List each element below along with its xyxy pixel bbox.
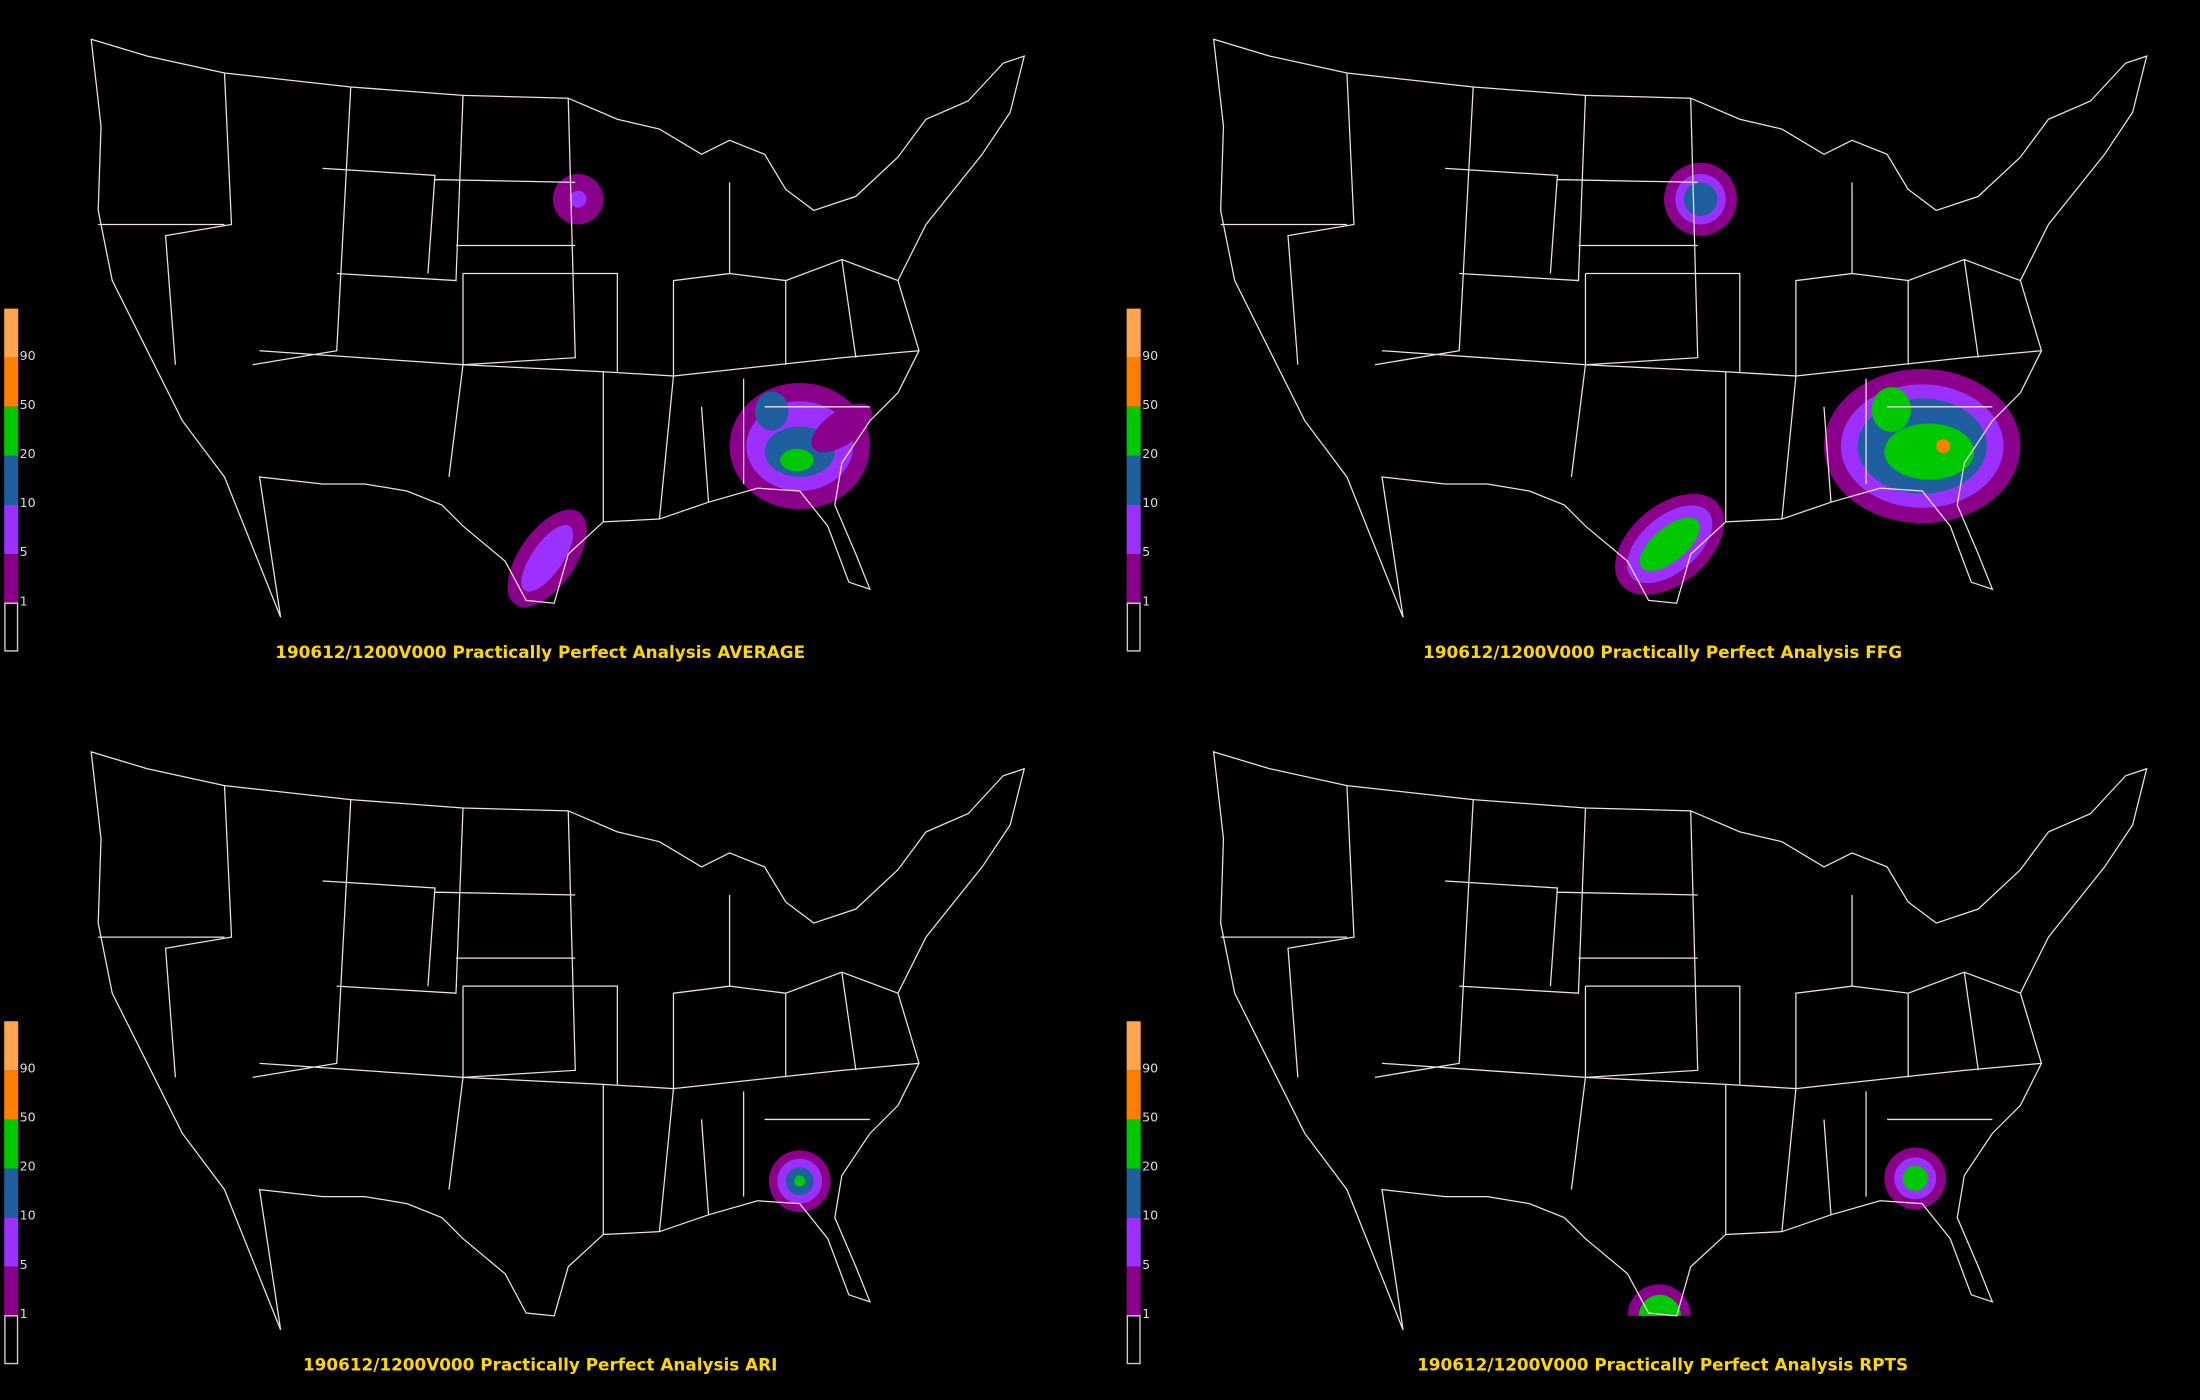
colorbar-label: 10 bbox=[20, 495, 36, 510]
colorbar-label: 5 bbox=[20, 1257, 28, 1272]
panel: 90 50 20 10 5 1 190612/1200V000 Practically Pe… bbox=[1125, 38, 2148, 662]
basemap bbox=[90, 751, 1025, 1331]
colorbar-label: 50 bbox=[20, 1110, 36, 1125]
colorbar-label: 1 bbox=[20, 1306, 28, 1321]
colorbar-label: 90 bbox=[20, 348, 36, 363]
field bbox=[507, 173, 873, 608]
colorbar-label: 20 bbox=[1142, 1159, 1158, 1174]
colorbar bbox=[3, 307, 19, 652]
colorbar-label: 50 bbox=[1142, 1110, 1158, 1125]
colorbar-label: 20 bbox=[20, 446, 36, 461]
colorbar-label: 90 bbox=[20, 1060, 36, 1075]
colorbar-label: 10 bbox=[20, 1208, 36, 1223]
colorbar-label: 20 bbox=[20, 1159, 36, 1174]
panel-title: 190612/1200V000 Practically Perfect Anal… bbox=[1423, 642, 1902, 662]
panel-title: 190612/1200V000 Practically Perfect Anal… bbox=[303, 1355, 777, 1375]
colorbar bbox=[1125, 307, 1142, 652]
field bbox=[768, 1150, 831, 1213]
panel: 90 50 20 10 5 1 190612/1200V000 Practically Pe… bbox=[1125, 751, 2148, 1375]
colorbar-label: 50 bbox=[20, 397, 36, 412]
colorbar-label: 5 bbox=[1142, 544, 1150, 559]
colorbar-label: 1 bbox=[20, 593, 28, 608]
colorbar-label: 50 bbox=[1142, 397, 1158, 412]
basemap bbox=[1213, 751, 2148, 1331]
colorbar-label: 10 bbox=[1142, 1208, 1158, 1223]
colorbar-label: 90 bbox=[1142, 348, 1158, 363]
field bbox=[1615, 162, 2021, 595]
panel: 90 50 20 10 5 1 190612/1200V000 Practically Pe… bbox=[3, 38, 1025, 662]
panel-title: 190612/1200V000 Practically Perfect Anal… bbox=[275, 642, 805, 662]
colorbar-label: 90 bbox=[1142, 1060, 1158, 1075]
field bbox=[1627, 1147, 1947, 1316]
panel-title: 190612/1200V000 Practically Perfect Anal… bbox=[1417, 1355, 1908, 1375]
colorbar-label: 1 bbox=[1142, 1306, 1150, 1321]
colorbar bbox=[3, 1020, 19, 1365]
panel: 90 50 20 10 5 1 190612/1200V000 Practically Pe… bbox=[3, 751, 1025, 1375]
colorbar-label: 20 bbox=[1142, 446, 1158, 461]
colorbar-label: 5 bbox=[1142, 1257, 1150, 1272]
colorbar-label: 10 bbox=[1142, 495, 1158, 510]
colorbar bbox=[1125, 1020, 1142, 1365]
colorbar-label: 1 bbox=[1142, 593, 1150, 608]
colorbar-label: 5 bbox=[20, 544, 28, 559]
